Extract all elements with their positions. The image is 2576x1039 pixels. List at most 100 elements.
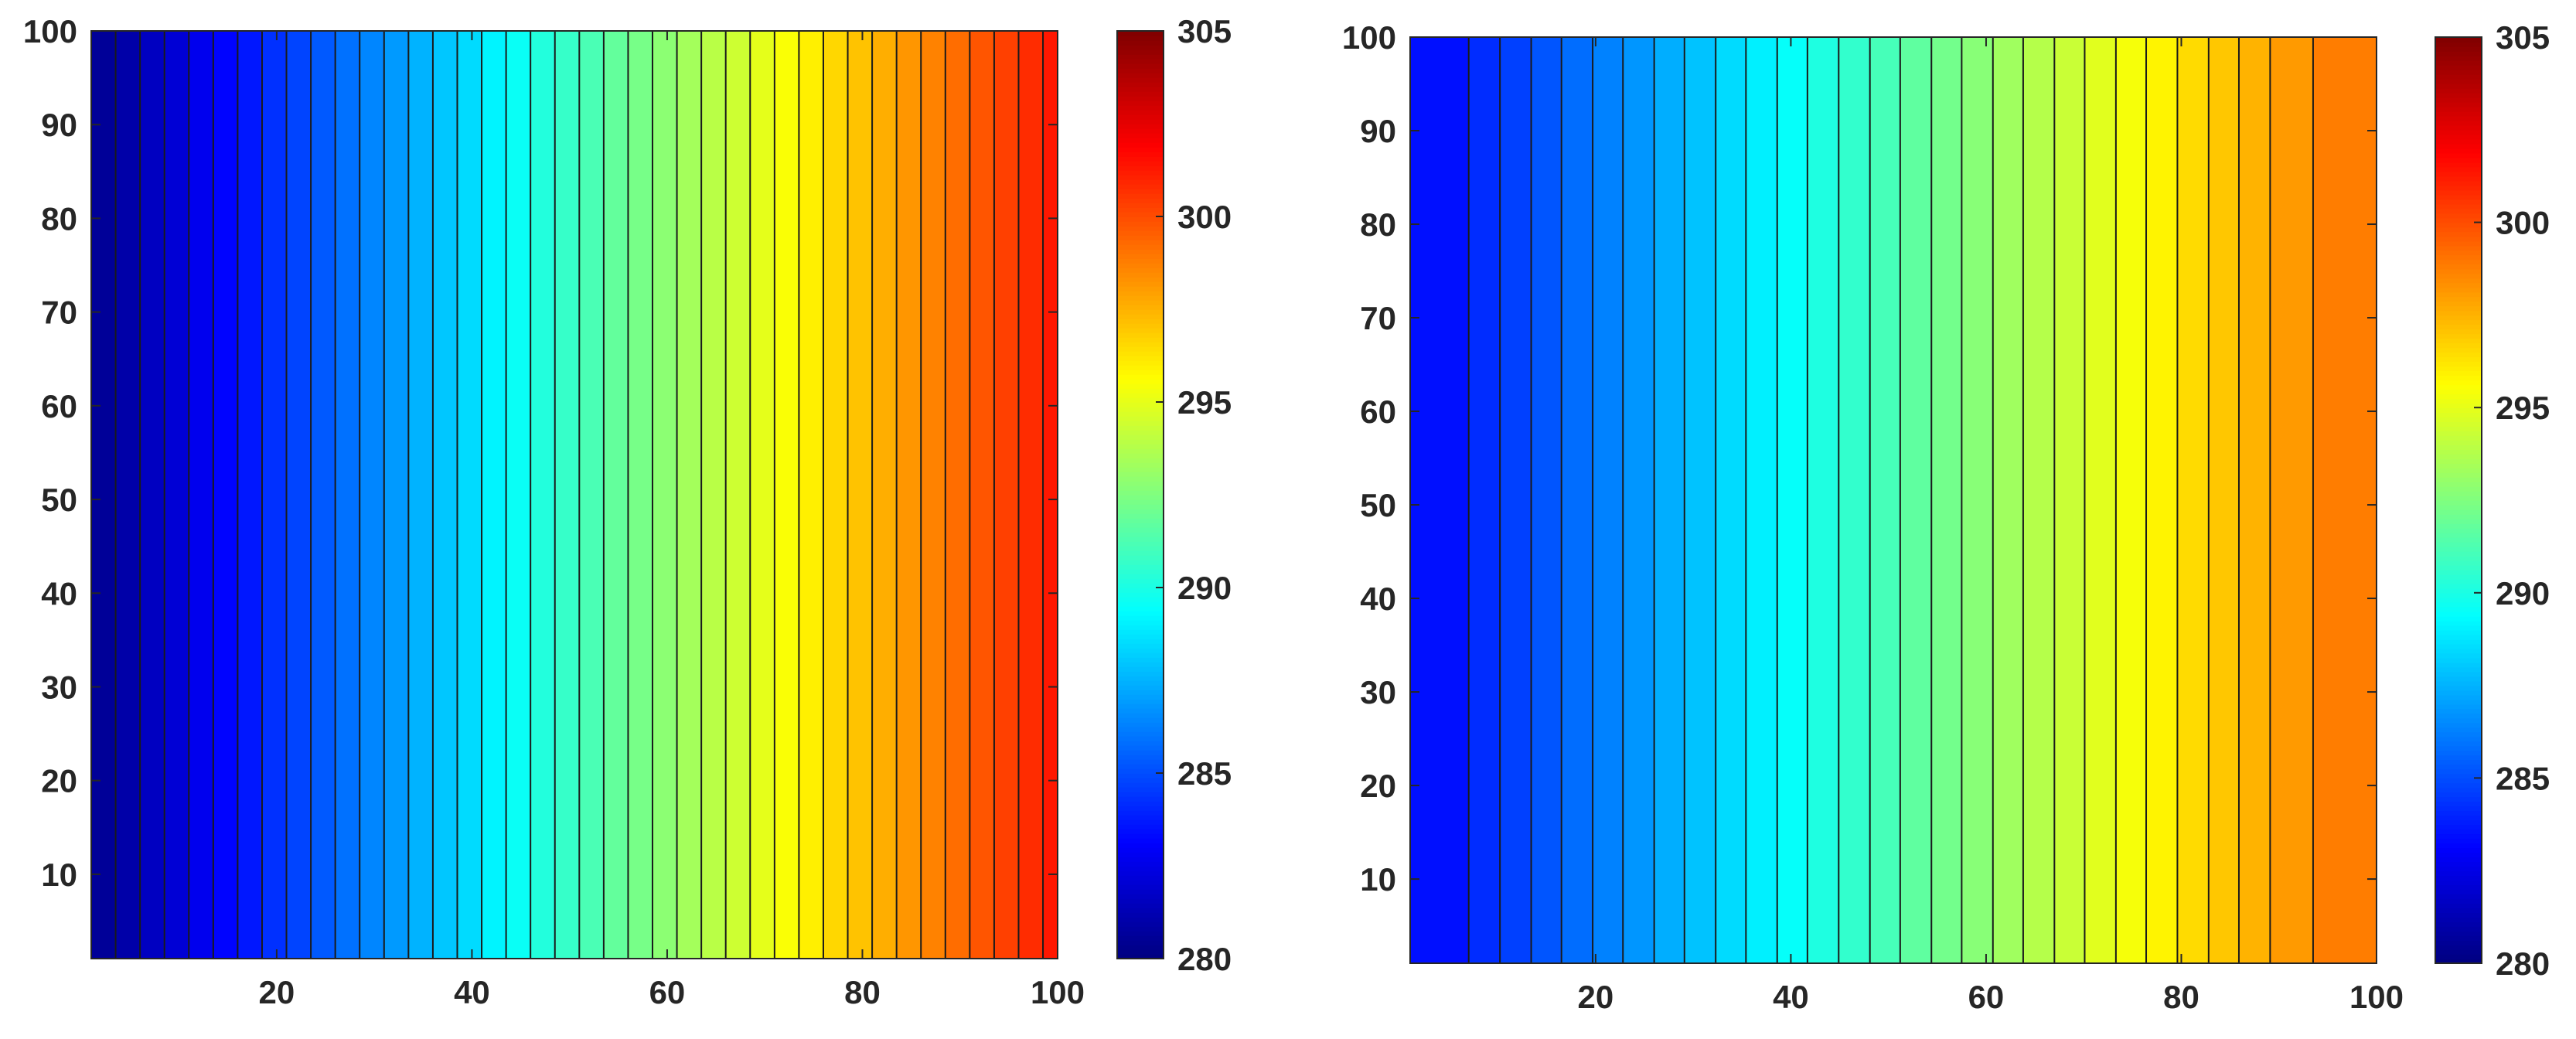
colorbar-segment — [1117, 179, 1164, 185]
panel-2 — [1409, 36, 2482, 964]
contour-band — [530, 31, 555, 959]
colorbar-segment — [1117, 796, 1164, 802]
colorbar-segment — [1117, 537, 1164, 542]
colorbar-segment — [1117, 912, 1164, 918]
colorbar-segment — [2435, 329, 2482, 335]
colorbar-segment — [2435, 898, 2482, 904]
colorbar-segment — [2435, 134, 2482, 140]
colorbar-segment — [2435, 361, 2482, 367]
colorbar-segment — [2435, 60, 2482, 66]
colorbar-segment — [2435, 352, 2482, 358]
colorbar-segment — [1117, 745, 1164, 751]
y-tick-label: 10 — [41, 857, 77, 893]
colorbar-segment — [2435, 185, 2482, 191]
colorbar-segment — [1117, 165, 1164, 171]
colorbar-segment — [1117, 546, 1164, 551]
colorbar-segment — [1117, 36, 1164, 41]
contour-band — [383, 31, 409, 959]
colorbar-segment — [1117, 40, 1164, 46]
colorbar-segment — [1117, 639, 1164, 644]
colorbar-segment — [1117, 128, 1164, 134]
colorbar-segment — [1117, 940, 1164, 945]
colorbar-segment — [1117, 277, 1164, 282]
colorbar-segment — [2435, 398, 2482, 404]
contour-band — [1777, 37, 1808, 963]
colorbar-segment — [1117, 518, 1164, 523]
axes-frame — [90, 30, 1058, 959]
y-tick-label: 20 — [41, 763, 77, 799]
colorbar-segment — [2435, 620, 2482, 626]
y-tick-label: 50 — [1360, 487, 1396, 523]
colorbar-segment — [1117, 847, 1164, 853]
colorbar-segment — [1117, 889, 1164, 894]
colorbar-segment — [2435, 203, 2482, 210]
colorbar-segment — [1117, 124, 1164, 129]
colorbar-segment — [1117, 532, 1164, 537]
colorbar-segment — [1117, 370, 1164, 375]
colorbar-segment — [1117, 63, 1164, 69]
colorbar-segment — [2435, 87, 2482, 94]
colorbar-segment — [1117, 379, 1164, 384]
y-tick-label: 30 — [1360, 674, 1396, 710]
colorbar-segment — [1117, 699, 1164, 704]
colorbar-segment — [1117, 611, 1164, 616]
colorbar-segment — [2435, 291, 2482, 298]
colorbar-segment — [1117, 713, 1164, 718]
colorbar-segment — [2435, 83, 2482, 89]
colorbar-segment — [1117, 346, 1164, 352]
colorbar-segment — [2435, 847, 2482, 853]
contour-band — [237, 31, 262, 959]
colorbar-segment — [2435, 129, 2482, 135]
colorbar-segment — [2435, 741, 2482, 747]
colorbar-segment — [1117, 815, 1164, 820]
colorbar-segment — [1117, 838, 1164, 843]
colorbar-segment — [2435, 296, 2482, 302]
colorbar-segment — [1117, 861, 1164, 867]
colorbar-segment — [1117, 768, 1164, 774]
colorbar-segment — [1117, 407, 1164, 412]
contour-band — [701, 31, 726, 959]
colorbar-segment — [1117, 880, 1164, 885]
colorbar-segment — [1117, 750, 1164, 755]
colorbar-segment — [1117, 652, 1164, 658]
contour-band — [91, 31, 116, 959]
colorbar-segment — [2435, 736, 2482, 742]
colorbar-segment — [1117, 300, 1164, 305]
contour-band — [2238, 37, 2271, 963]
colorbar-segment — [2435, 240, 2482, 247]
colorbar-segment — [2435, 426, 2482, 431]
colorbar-segment — [1117, 49, 1164, 55]
colorbar-segment — [1117, 629, 1164, 635]
colorbar-segment — [1117, 648, 1164, 653]
contour-band — [2146, 37, 2178, 963]
colorbar-segment — [2435, 676, 2482, 682]
colorbar-segment — [2435, 541, 2482, 547]
colorbar-segment — [1117, 295, 1164, 301]
y-tick-label: 90 — [1360, 113, 1396, 149]
colorbar-segment — [1117, 319, 1164, 324]
colorbar-segment — [1117, 82, 1164, 87]
colorbar-segment — [1117, 866, 1164, 871]
contour-band — [1807, 37, 1839, 963]
colorbar-segment — [1117, 787, 1164, 792]
colorbar-segment — [1117, 857, 1164, 862]
colorbar-segment — [2435, 949, 2482, 955]
colorbar-segment — [1117, 68, 1164, 73]
colorbar-segment — [1117, 258, 1164, 264]
colorbar-segment — [1117, 703, 1164, 709]
colorbar-segment — [1117, 425, 1164, 431]
colorbar-segment — [1117, 931, 1164, 936]
colorbar-segment — [2435, 875, 2482, 881]
colorbar-segment — [2435, 403, 2482, 408]
colorbar-segment — [1117, 314, 1164, 319]
colorbar-segment — [1117, 458, 1164, 463]
colorbar-segment — [2435, 959, 2482, 964]
colorbar-segment — [2435, 333, 2482, 339]
colorbar-segment — [1117, 666, 1164, 672]
colorbar-segment — [2435, 222, 2482, 228]
colorbar-segment — [2435, 550, 2482, 557]
colorbar-segment — [1117, 773, 1164, 778]
colorbar-segment — [2435, 685, 2482, 691]
x-tick-label: 100 — [1031, 974, 1085, 1010]
x-tick-label: 60 — [649, 974, 686, 1010]
